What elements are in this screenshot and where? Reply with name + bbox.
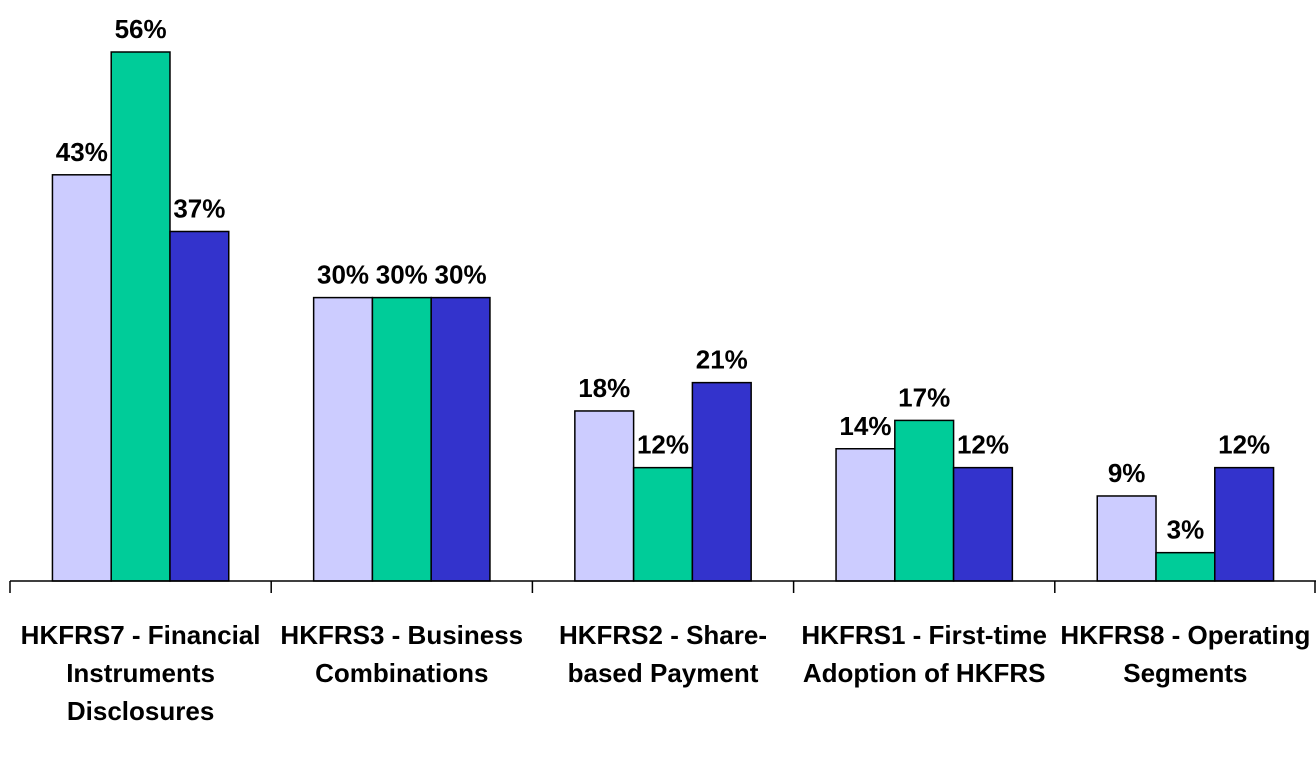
- bar: [1096, 495, 1157, 582]
- bar: [1155, 551, 1216, 582]
- data-label: 21%: [696, 345, 748, 375]
- bar: [894, 419, 955, 582]
- data-label: 12%: [1218, 430, 1270, 460]
- data-label: 30%: [435, 260, 487, 290]
- bar: [952, 466, 1014, 582]
- bar: [835, 448, 896, 582]
- bar: [430, 296, 491, 582]
- data-label: 30%: [376, 260, 428, 290]
- x-tick-label: HKFRS8 - Operating Segments: [1060, 620, 1311, 688]
- data-label: 37%: [173, 193, 225, 223]
- bar: [574, 410, 635, 582]
- x-tick-label: HKFRS3 - Business Combinations: [280, 620, 524, 688]
- data-label: 12%: [637, 430, 689, 460]
- bar: [632, 466, 694, 582]
- x-tick-label: HKFRS1 - First-time Adoption of HKFRS: [801, 620, 1047, 688]
- data-label: 30%: [317, 260, 369, 290]
- bar: [1214, 466, 1275, 582]
- data-label: 17%: [898, 382, 950, 412]
- bar: [312, 296, 374, 582]
- bar: [110, 51, 171, 582]
- data-label: 9%: [1108, 458, 1146, 488]
- bar: [51, 174, 112, 582]
- x-tick-label: HKFRS2 - Share-based Payment: [558, 620, 768, 688]
- data-label: 14%: [839, 411, 891, 441]
- data-label: 3%: [1167, 515, 1205, 545]
- data-label: 18%: [578, 373, 630, 403]
- data-label: 43%: [56, 137, 108, 167]
- data-label: 56%: [115, 14, 167, 44]
- x-tick-label: HKFRS7 - Financial Instruments Disclosur…: [20, 620, 261, 726]
- data-label: 12%: [957, 430, 1009, 460]
- bar: [371, 296, 432, 582]
- bar: [691, 381, 752, 582]
- bar: [169, 230, 230, 582]
